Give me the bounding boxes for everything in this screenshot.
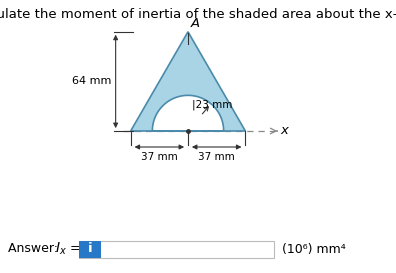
Text: |23 mm: |23 mm [192, 100, 232, 110]
FancyBboxPatch shape [79, 241, 101, 257]
Polygon shape [152, 95, 224, 131]
Text: Calculate the moment of inertia of the shaded area about the x-axis.: Calculate the moment of inertia of the s… [0, 8, 396, 21]
Text: Answer:: Answer: [8, 242, 62, 256]
Text: 64 mm: 64 mm [72, 76, 112, 86]
Text: i: i [88, 242, 92, 256]
Text: 37 mm: 37 mm [141, 152, 178, 162]
Text: (10⁶) mm⁴: (10⁶) mm⁴ [282, 242, 346, 256]
Text: =: = [70, 242, 81, 256]
Text: 37 mm: 37 mm [198, 152, 235, 162]
Text: A: A [191, 17, 200, 30]
Polygon shape [131, 32, 246, 131]
Text: x: x [280, 124, 288, 138]
Text: $I_x$: $I_x$ [55, 241, 67, 257]
FancyBboxPatch shape [79, 241, 274, 257]
